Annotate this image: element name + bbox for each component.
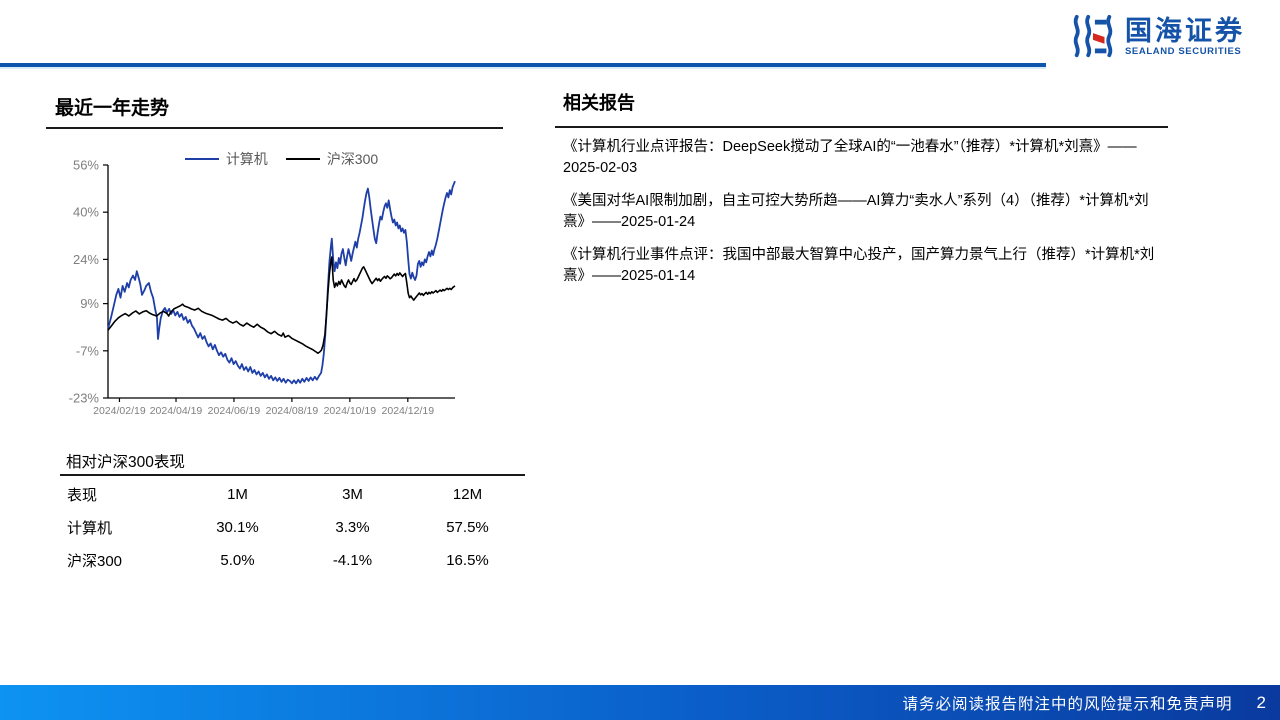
value-cell: -4.1% [332, 552, 373, 569]
disclaimer-text: 请务必阅读报告附注中的风险提示和免责声明 [902, 695, 1233, 713]
brand-name-en: SEALAND SECURITIES [1125, 46, 1242, 58]
table-row: 沪深300 5.0% -4.1% 16.5% [60, 544, 525, 577]
row-label: 沪深300 [67, 553, 123, 570]
perf-table-title: 相对沪深300表现 [66, 454, 185, 471]
header-cell: 3M [342, 486, 363, 503]
x-tick-label: 2024/06/19 [208, 405, 261, 417]
y-tick-label: 9% [80, 296, 99, 311]
report-item: 《计算机行业事件点评：我国中部最大智算中心投产，国产算力景气上行（推荐）*计算机… [563, 246, 1155, 285]
y-tick-label: 40% [73, 205, 99, 220]
series-line-计算机 [107, 180, 456, 385]
x-tick-label: 2024/02/19 [93, 405, 146, 417]
row-label: 计算机 [67, 520, 113, 537]
perf-table-rule [60, 474, 525, 476]
reports-section-title: 相关报告 [563, 93, 635, 113]
report-item: 《计算机行业点评报告：DeepSeek搅动了全球AI的“一池春水”（推荐）*计算… [563, 139, 1137, 177]
report-item: 《美国对华AI限制加剧，自主可控大势所趋——AI算力“卖水人”系列（4）（推荐）… [563, 192, 1149, 231]
perf-table-header-row: 表现 1M 3M 12M [60, 478, 525, 511]
header-cell: 1M [227, 486, 248, 503]
perf-table: 表现 1M 3M 12M 计算机 30.1% 3.3% 57.5% 沪深300 … [60, 478, 525, 577]
trend-chart-canvas: 56% 40% 24% 9% -7% -23%2024/02/19 2024/04/19 20… [69, 158, 456, 417]
series-line-沪深300 [107, 256, 456, 354]
brand-logo: 国海证券 SEALAND SECURITIES [1070, 14, 1245, 60]
page-number: 2 [1256, 692, 1266, 712]
trend-section-title: 最近一年走势 [55, 98, 170, 119]
header-cell: 表现 [67, 487, 98, 504]
x-tick-label: 2024/04/19 [150, 405, 203, 417]
y-tick-label: 24% [73, 252, 99, 267]
table-row: 计算机 30.1% 3.3% 57.5% [60, 511, 525, 544]
y-tick-label: -7% [76, 343, 100, 358]
footer-bar: 请务必阅读报告附注中的风险提示和免责声明 2 [0, 685, 1280, 720]
value-cell: 16.5% [446, 552, 489, 569]
value-cell: 30.1% [216, 519, 259, 536]
brand-name-cn: 国海证券 [1125, 15, 1245, 46]
y-tick-label: 56% [73, 158, 99, 173]
x-tick-label: 2024/12/19 [382, 405, 435, 417]
x-tick-label: 2024/10/19 [324, 405, 377, 417]
value-cell: 5.0% [220, 552, 255, 569]
value-cell: 57.5% [446, 519, 489, 536]
x-tick-label: 2024/08/19 [266, 405, 319, 417]
reports-title-rule [555, 126, 1168, 128]
trend-chart: 56% 40% 24% 9% -7% -23% 2024/02/19 2024/04/19 20… [40, 138, 520, 430]
trend-title-rule [46, 127, 503, 129]
header-divider [0, 63, 1046, 69]
brand-logo-icon [1073, 14, 1113, 58]
y-tick-label: -23% [69, 391, 100, 406]
header-cell: 12M [452, 486, 483, 503]
brand-logo-text: 国海证券 SEALAND SECURITIES [1125, 15, 1245, 58]
brand-logo-red-accent [1093, 33, 1105, 44]
value-cell: 3.3% [335, 519, 370, 536]
reports-list: 《计算机行业点评报告：DeepSeek搅动了全球AI的“一池春水”（推荐）*计算… [563, 137, 1169, 299]
